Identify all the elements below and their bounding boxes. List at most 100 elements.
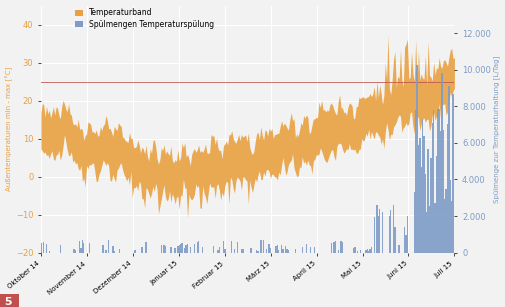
Bar — [392, 205, 393, 253]
Bar — [450, 201, 451, 253]
Bar — [134, 250, 135, 253]
Bar — [197, 241, 199, 253]
Bar — [354, 247, 355, 253]
Bar — [170, 247, 171, 253]
Bar — [435, 156, 436, 253]
Bar — [196, 242, 197, 253]
Bar — [453, 123, 454, 253]
Bar — [174, 248, 175, 253]
Bar — [80, 248, 82, 253]
Bar — [180, 244, 181, 253]
Bar — [181, 243, 182, 253]
Bar — [256, 250, 257, 253]
Bar — [397, 245, 399, 253]
Bar — [145, 243, 146, 253]
Bar — [447, 86, 448, 253]
Text: 5: 5 — [1, 297, 16, 307]
Y-axis label: Außentemperaturen min - max [°C]: Außentemperaturen min - max [°C] — [6, 67, 13, 191]
Bar — [448, 180, 450, 253]
Bar — [405, 235, 406, 253]
Bar — [341, 242, 342, 253]
Bar — [40, 243, 41, 253]
Bar — [370, 247, 371, 253]
Bar — [164, 247, 166, 253]
Bar — [213, 246, 214, 253]
Bar — [163, 245, 164, 253]
Bar — [278, 250, 279, 253]
Bar — [250, 248, 251, 253]
Bar — [439, 131, 440, 253]
Bar — [269, 248, 271, 253]
Bar — [417, 145, 418, 253]
Bar — [119, 249, 120, 253]
Bar — [433, 203, 435, 253]
Bar — [185, 245, 186, 253]
Bar — [365, 250, 366, 253]
Bar — [428, 206, 429, 253]
Bar — [88, 243, 90, 253]
Bar — [414, 110, 416, 253]
Bar — [257, 251, 258, 253]
Bar — [334, 241, 335, 253]
Bar — [442, 130, 443, 253]
Bar — [436, 109, 438, 253]
Bar — [377, 216, 378, 253]
Bar — [305, 244, 307, 253]
Bar — [286, 250, 287, 253]
Bar — [48, 251, 50, 253]
Bar — [438, 109, 439, 253]
Bar — [423, 136, 424, 253]
Bar — [280, 245, 282, 253]
Bar — [314, 247, 315, 253]
Bar — [381, 212, 382, 253]
Bar — [352, 248, 353, 253]
Bar — [287, 250, 288, 253]
Bar — [424, 174, 425, 253]
Bar — [184, 248, 185, 253]
Bar — [330, 243, 331, 253]
Bar — [240, 249, 242, 253]
Bar — [231, 241, 232, 253]
Bar — [141, 247, 142, 253]
Bar — [403, 227, 405, 253]
Legend: Temperaturband, Spülmengen Temperaturspülung: Temperaturband, Spülmengen Temperaturspü… — [74, 7, 215, 30]
Bar — [451, 94, 453, 253]
Bar — [45, 244, 47, 253]
Bar — [236, 242, 237, 253]
Bar — [201, 247, 203, 253]
Bar — [340, 241, 341, 253]
Bar — [193, 244, 195, 253]
Bar — [366, 249, 367, 253]
Bar — [103, 245, 104, 253]
Bar — [425, 212, 427, 253]
Bar — [309, 247, 311, 253]
Bar — [367, 251, 369, 253]
Bar — [265, 249, 267, 253]
Bar — [222, 241, 224, 253]
Bar — [83, 243, 84, 253]
Bar — [282, 249, 283, 253]
Bar — [418, 138, 420, 253]
Bar — [373, 216, 374, 253]
Bar — [416, 65, 417, 253]
Bar — [406, 216, 407, 253]
Bar — [444, 189, 446, 253]
Bar — [294, 249, 295, 253]
Bar — [60, 245, 61, 253]
Bar — [217, 251, 218, 253]
Bar — [431, 123, 432, 253]
Bar — [356, 251, 358, 253]
Bar — [378, 209, 380, 253]
Bar — [359, 250, 361, 253]
Bar — [73, 249, 75, 253]
Bar — [224, 249, 225, 253]
Bar — [427, 149, 428, 253]
Bar — [443, 199, 444, 253]
Bar — [112, 246, 113, 253]
Bar — [75, 250, 76, 253]
Bar — [440, 73, 442, 253]
Bar — [189, 247, 190, 253]
Bar — [432, 110, 433, 253]
Bar — [284, 246, 286, 253]
Bar — [388, 216, 389, 253]
